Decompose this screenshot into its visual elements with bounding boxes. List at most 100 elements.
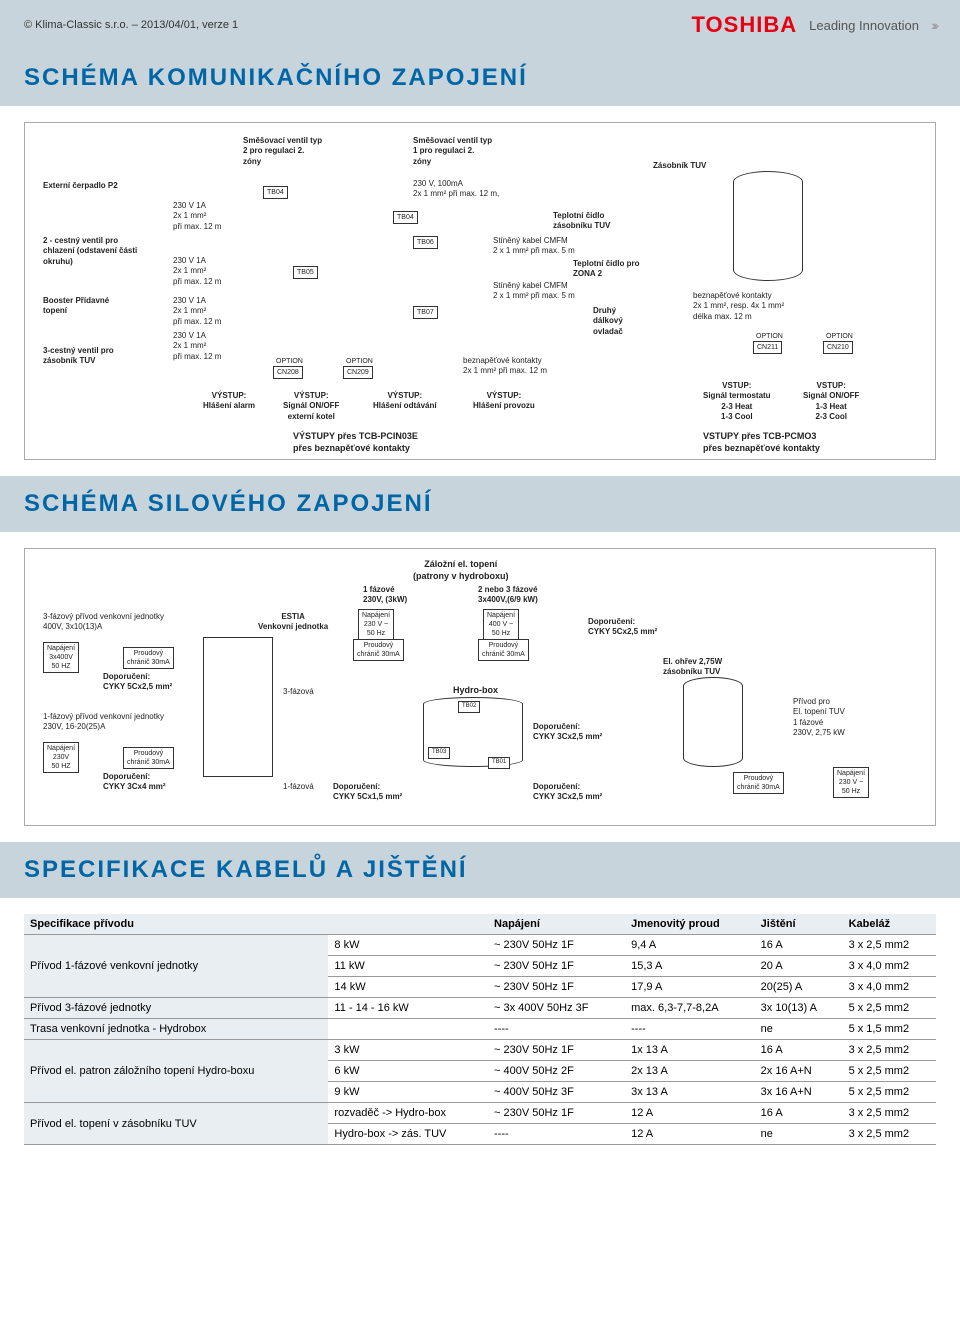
table-cell: 20 A	[755, 956, 843, 977]
table-cell: 3x 10(13) A	[755, 998, 843, 1019]
table-cell: ~ 230V 50Hz 1F	[488, 977, 625, 998]
chevron-icon: ›››	[931, 17, 936, 33]
table-cell: 5 x 2,5 mm2	[843, 998, 936, 1019]
spec-table-head: Specifikace přívodu Napájení Jmenovitý p…	[24, 914, 936, 935]
tb07: TB07	[413, 306, 438, 319]
inputs-note: VSTUPY přes TCB-PCMO3 přes beznapěťové k…	[703, 431, 820, 454]
tb04-2: TB04	[393, 211, 418, 224]
table-row: Přívod 1-fázové venkovní jednotky8 kW~ 2…	[24, 935, 936, 956]
table-cell: 11 kW	[328, 956, 488, 977]
label-temp-tank: Teplotní čidlo zásobníku TUV	[553, 211, 623, 232]
supply-230: Napájení 230V 50 HZ	[43, 742, 79, 773]
col-sub	[328, 914, 488, 935]
rec3: Doporučení: CYKY 5Cx1,5 mm²	[333, 782, 402, 803]
three-phase-in: 3-fázový přívod venkovní jednotky 400V, …	[43, 612, 164, 633]
table-cell: ~ 230V 50Hz 1F	[488, 935, 625, 956]
cn210: CN210	[823, 341, 853, 354]
table-cell: ~ 230V 50Hz 1F	[488, 956, 625, 977]
hydrobox-lbl: Hydro-box	[453, 685, 498, 697]
label-mix1: Směšovací ventil typ 1 pro regulaci 2. z…	[413, 136, 493, 167]
spec-230-4: 230 V 1A 2x 1 mm² při max. 12 m	[173, 331, 221, 362]
rcd2: Proudový chránič 30mA	[123, 747, 174, 769]
tb05: TB05	[293, 266, 318, 279]
header-bar: © Klima-Classic s.r.o. – 2013/04/01, ver…	[0, 0, 960, 50]
tank-shape	[733, 171, 803, 281]
cn211: CN211	[753, 341, 782, 354]
table-cell: Hydro-box -> zás. TUV	[328, 1124, 488, 1145]
table-cell: 1x 13 A	[625, 1040, 755, 1061]
power-diagram: Záložní el. topení (patrony v hydroboxu)…	[24, 548, 936, 826]
label-cmfm2: Stíněný kabel CMFM 2 x 1 mm² při max. 5 …	[493, 281, 575, 302]
rcd1: Proudový chránič 30mA	[123, 647, 174, 669]
label-3way: 3-cestný ventil pro zásobník TUV	[43, 346, 133, 367]
power-diagram-canvas: Záložní el. topení (patrony v hydroboxu)…	[33, 557, 927, 817]
comm-diagram-canvas: Externí čerpadlo P2 Směšovací ventil typ…	[33, 131, 927, 451]
supply-400-b: Napájení 400 V ~ 50 Hz	[483, 609, 519, 640]
in-onoff: VSTUP: Signál ON/OFF 1-3 Heat 2-3 Cool	[803, 381, 859, 423]
tb03: TB03	[428, 747, 450, 759]
label-remote: Druhý dálkový ovladač	[593, 306, 643, 337]
table-cell: 16 A	[755, 935, 843, 956]
table-cell: 8 kW	[328, 935, 488, 956]
row-head: Přívod el. patron záložního topení Hydro…	[24, 1040, 328, 1103]
tb01: TB01	[488, 757, 510, 769]
brand-tagline: Leading Innovation	[809, 18, 919, 33]
table-cell: 3 x 2,5 mm2	[843, 1124, 936, 1145]
brand: TOSHIBA Leading Innovation ›››	[692, 12, 936, 38]
cn209: CN209	[343, 366, 373, 379]
table-cell: ~ 230V 50Hz 1F	[488, 1103, 625, 1124]
backup-heater: Záložní el. topení (patrony v hydroboxu)	[413, 559, 509, 582]
row-head: Přívod 1-fázové venkovní jednotky	[24, 935, 328, 998]
table-cell: 3 x 2,5 mm2	[843, 935, 936, 956]
three-phase-lbl: 3-fázová	[283, 687, 314, 697]
label-voltfree: beznapěťové kontakty 2x 1 mm², resp. 4x …	[693, 291, 784, 322]
section-title-comm: SCHÉMA KOMUNIKAČNÍHO ZAPOJENÍ	[0, 50, 960, 106]
table-cell: 12 A	[625, 1103, 755, 1124]
table-cell: 3 x 4,0 mm2	[843, 977, 936, 998]
out-run: VÝSTUP: Hlášení provozu	[473, 391, 535, 412]
table-cell: ne	[755, 1019, 843, 1040]
table-cell: rozvaděč -> Hydro-box	[328, 1103, 488, 1124]
col-current: Jmenovitý proud	[625, 914, 755, 935]
tb06: TB06	[413, 236, 438, 249]
table-cell: 17,9 A	[625, 977, 755, 998]
spec-table-body: Přívod 1-fázové venkovní jednotky8 kW~ 2…	[24, 935, 936, 1145]
table-cell: 5 x 2,5 mm2	[843, 1082, 936, 1103]
out-alarm: VÝSTUP: Hlášení alarm	[203, 391, 255, 412]
estia: ESTIA Venkovní jednotka	[258, 612, 328, 633]
col-spec: Specifikace přívodu	[24, 914, 328, 935]
table-cell: 3 x 2,5 mm2	[843, 1040, 936, 1061]
table-cell: ~ 3x 400V 50Hz 3F	[488, 998, 625, 1019]
table-cell: max. 6,3-7,7-8,2A	[625, 998, 755, 1019]
table-cell: 6 kW	[328, 1061, 488, 1082]
out-signal: VÝSTUP: Signál ON/OFF externí kotel	[283, 391, 339, 422]
supply-230-b: Napájení 230 V ~ 50 Hz	[358, 609, 394, 640]
col-fuse: Jištění	[755, 914, 843, 935]
spec-table-wrap: Specifikace přívodu Napájení Jmenovitý p…	[24, 914, 936, 1145]
out-defrost: VÝSTUP: Hlášení odtávání	[373, 391, 437, 412]
table-row: Přívod el. patron záložního topení Hydro…	[24, 1040, 936, 1061]
phase23: 2 nebo 3 fázové 3x400V,(6/9 kW)	[478, 585, 538, 606]
table-cell: 20(25) A	[755, 977, 843, 998]
table-cell: ~ 230V 50Hz 1F	[488, 1040, 625, 1061]
spec-230-3: 230 V 1A 2x 1 mm² při max. 12 m	[173, 296, 221, 327]
table-cell: 11 - 14 - 16 kW	[328, 998, 488, 1019]
table-cell: 5 x 2,5 mm2	[843, 1061, 936, 1082]
tb02: TB02	[458, 701, 480, 713]
table-cell: 12 A	[625, 1124, 755, 1145]
table-cell: 2x 13 A	[625, 1061, 755, 1082]
table-cell: 16 A	[755, 1103, 843, 1124]
row-head: Přívod 3-fázové jednotky	[24, 998, 328, 1019]
table-cell: 16 A	[755, 1040, 843, 1061]
table-cell: 2x 16 A+N	[755, 1061, 843, 1082]
table-cell: 3 x 4,0 mm2	[843, 956, 936, 977]
rec2: Doporučení: CYKY 3Cx4 mm²	[103, 772, 166, 793]
comm-diagram: Externí čerpadlo P2 Směšovací ventil typ…	[24, 122, 936, 460]
supply-3x400: Napájení 3x400V 50 HZ	[43, 642, 79, 673]
section-title-power: SCHÉMA SILOVÉHO ZAPOJENÍ	[0, 476, 960, 532]
one-phase-lbl: 1-fázová	[283, 782, 314, 792]
table-cell: 3x 13 A	[625, 1082, 755, 1103]
col-supply: Napájení	[488, 914, 625, 935]
outdoor-unit	[203, 637, 273, 777]
el-heater-shape	[683, 677, 743, 767]
